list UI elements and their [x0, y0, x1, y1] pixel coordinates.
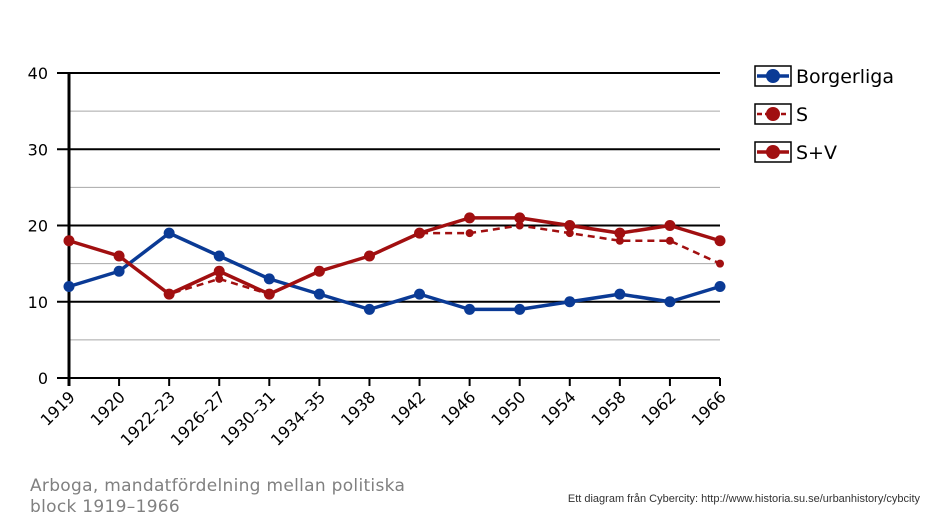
grid-lines	[57, 72, 720, 379]
data-point	[564, 296, 576, 308]
data-point	[213, 265, 225, 277]
data-point	[163, 288, 175, 300]
x-tick-label: 1954	[537, 387, 579, 429]
legend-label: S+V	[796, 142, 837, 164]
data-point	[464, 212, 476, 224]
data-point	[113, 250, 125, 262]
x-tick-label: 1938	[337, 387, 379, 429]
data-point	[465, 229, 474, 238]
y-tick-label: 10	[28, 293, 48, 312]
data-point	[565, 229, 574, 238]
data-point	[664, 296, 676, 308]
legend-label: Borgerliga	[796, 66, 894, 88]
x-tick-label: 1958	[587, 387, 629, 429]
legend-label: S	[796, 104, 808, 126]
data-point	[665, 236, 674, 245]
data-point	[614, 227, 626, 239]
data-point	[614, 288, 626, 300]
data-point	[515, 221, 524, 230]
legend: Borgerliga S S+V	[754, 65, 894, 164]
data-point	[163, 227, 175, 239]
y-tick-label: 20	[28, 217, 48, 236]
data-point	[514, 212, 526, 224]
legend-swatch-marker	[766, 107, 780, 121]
y-tick-label: 40	[28, 64, 48, 83]
y-tick-label: 30	[28, 140, 48, 159]
data-point	[313, 265, 325, 277]
x-tick-label: 1920	[87, 387, 129, 429]
legend-swatch-marker	[766, 145, 780, 159]
data-point	[363, 250, 375, 262]
data-point	[414, 288, 426, 300]
data-point	[213, 250, 225, 262]
series-line	[68, 231, 721, 312]
x-tick-label: 1942	[387, 387, 429, 429]
legend-swatch-marker	[766, 69, 780, 83]
series-lines	[63, 212, 726, 315]
x-tick-label: 1946	[437, 387, 479, 429]
data-point	[215, 274, 224, 283]
data-point	[263, 288, 275, 300]
y-axis-ticks: 0 10 20 30 40	[28, 64, 48, 388]
x-tick-label: 1950	[487, 387, 529, 429]
series-line	[68, 216, 721, 296]
x-tick-label: 1919	[37, 387, 79, 429]
data-point	[263, 273, 275, 285]
data-point	[514, 303, 526, 315]
data-point	[714, 281, 726, 292]
data-point	[564, 220, 576, 231]
x-tick-label: 1966	[688, 387, 730, 429]
chart-caption: Arboga, mandatfördelning mellan politisk…	[30, 476, 406, 517]
data-point	[313, 288, 325, 300]
data-point	[363, 303, 375, 315]
data-point	[664, 220, 676, 231]
data-point	[464, 303, 476, 315]
x-tick-label: 1934–35	[267, 387, 329, 449]
x-tick-label: 1962	[638, 387, 680, 429]
data-point	[63, 235, 75, 247]
data-point	[113, 265, 125, 277]
data-point	[716, 259, 724, 268]
data-point	[414, 227, 426, 239]
source-credit: Ett diagram från Cybercity: http://www.h…	[567, 493, 920, 505]
data-point	[615, 236, 624, 245]
data-point	[63, 281, 75, 292]
data-point	[714, 235, 726, 247]
y-tick-label: 0	[38, 369, 48, 388]
